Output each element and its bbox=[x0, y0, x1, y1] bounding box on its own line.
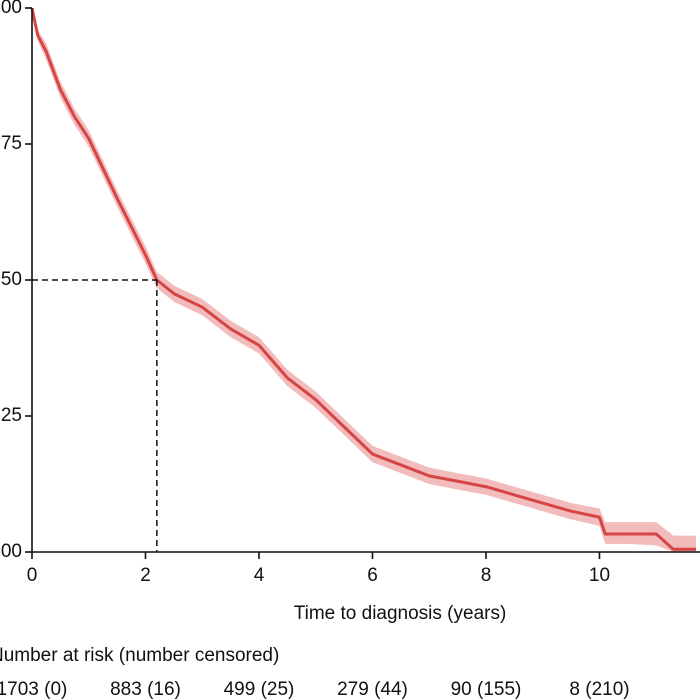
confidence-band bbox=[32, 8, 696, 552]
x-tick-label: 4 bbox=[254, 565, 265, 586]
risk-value: 8 (210) bbox=[569, 679, 629, 700]
risk-value: 883 (16) bbox=[110, 679, 181, 700]
y-tick-label: 1.00 bbox=[0, 0, 22, 18]
x-axis-label: Time to diagnosis (years) bbox=[294, 603, 507, 624]
risk-value: 279 (44) bbox=[337, 679, 408, 700]
risk-table-title: Number at risk (number censored) bbox=[0, 645, 279, 666]
x-tick-label: 0 bbox=[27, 565, 38, 586]
x-tick-label: 8 bbox=[481, 565, 492, 586]
survival-line bbox=[30, 7, 696, 551]
x-tick-label: 6 bbox=[367, 565, 378, 586]
y-tick-label: 0.00 bbox=[0, 541, 22, 562]
y-tick-label: 0.75 bbox=[0, 133, 22, 154]
risk-value: 499 (25) bbox=[224, 679, 295, 700]
risk-value: 90 (155) bbox=[451, 679, 522, 700]
y-tick-label: 0.50 bbox=[0, 269, 22, 290]
risk-value: 1703 (0) bbox=[0, 679, 67, 700]
x-tick-label: 2 bbox=[140, 565, 151, 586]
y-tick-label: 0.25 bbox=[0, 405, 22, 426]
x-tick-label: 10 bbox=[589, 565, 610, 586]
